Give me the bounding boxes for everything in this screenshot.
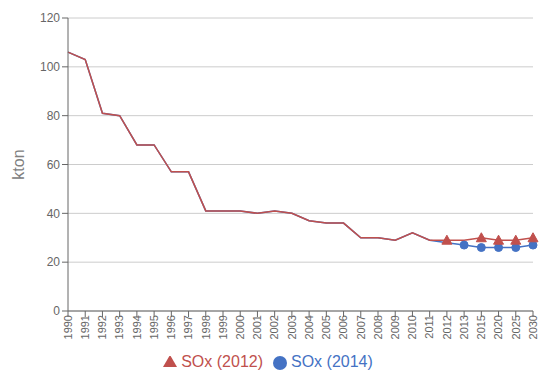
svg-text:1994: 1994: [131, 315, 143, 339]
svg-text:2010: 2010: [406, 315, 418, 339]
svg-text:2003: 2003: [286, 315, 298, 339]
svg-text:120: 120: [40, 11, 60, 25]
svg-text:1999: 1999: [217, 315, 229, 339]
html-text:SOx (2014): SOx (2014): [291, 353, 373, 370]
svg-text:2025: 2025: [510, 315, 522, 339]
svg-text:2004: 2004: [303, 315, 315, 339]
svg-text:60: 60: [47, 158, 61, 172]
svg-text:2002: 2002: [268, 315, 280, 339]
svg-text:1997: 1997: [182, 315, 194, 339]
svg-text:2005: 2005: [320, 315, 332, 339]
svg-text:2020: 2020: [492, 315, 504, 339]
svg-text:2012: 2012: [441, 315, 453, 339]
svg-text:1993: 1993: [113, 315, 125, 339]
svg-text:2030: 2030: [527, 315, 539, 339]
svg-text:1992: 1992: [96, 315, 108, 339]
svg-text:1996: 1996: [165, 315, 177, 339]
html-text:SOx (2012): SOx (2012): [181, 353, 263, 370]
svg-text:2007: 2007: [355, 315, 367, 339]
svg-text:80: 80: [47, 109, 61, 123]
svg-text:0: 0: [53, 304, 60, 318]
svg-text:2011: 2011: [423, 315, 435, 339]
svg-text:100: 100: [40, 60, 60, 74]
svg-text:1990: 1990: [62, 315, 74, 339]
svg-text:40: 40: [47, 207, 61, 221]
svg-text:2013: 2013: [458, 315, 470, 339]
svg-text:2008: 2008: [372, 315, 384, 339]
svg-text:1995: 1995: [148, 315, 160, 339]
svg-text:1998: 1998: [200, 315, 212, 339]
svg-text:kton: kton: [10, 149, 27, 179]
svg-text:2000: 2000: [234, 315, 246, 339]
svg-text:20: 20: [47, 255, 61, 269]
svg-text:2015: 2015: [475, 315, 487, 339]
svg-text:2001: 2001: [251, 315, 263, 339]
svg-text:2006: 2006: [337, 315, 349, 339]
svg-text:2009: 2009: [389, 315, 401, 339]
svg-text:1991: 1991: [79, 315, 91, 339]
